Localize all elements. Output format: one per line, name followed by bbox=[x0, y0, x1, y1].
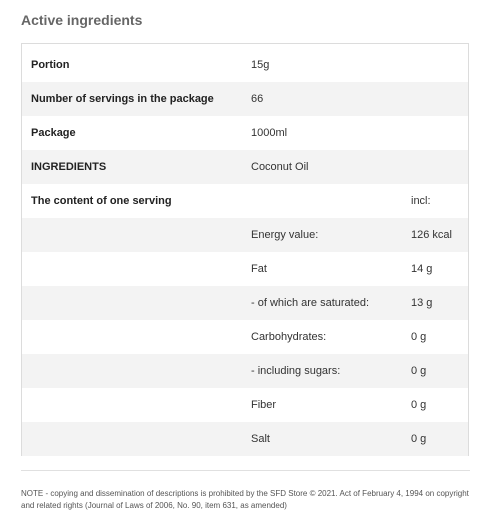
row-label: Package bbox=[31, 127, 76, 139]
row-value: - including sugars: bbox=[251, 365, 341, 377]
row-value: Fiber bbox=[251, 399, 277, 411]
row-value: Carbohydrates: bbox=[251, 331, 327, 343]
row-label: The content of one serving bbox=[31, 195, 172, 207]
row-label: Number of servings in the package bbox=[31, 93, 214, 105]
row-label: Portion bbox=[31, 59, 70, 71]
table-row: - including sugars: 0 g bbox=[22, 354, 468, 388]
table-row: - of which are saturated: 13 g bbox=[22, 286, 468, 320]
row-value: 15g bbox=[251, 59, 270, 71]
row-amount: 0 g bbox=[411, 331, 427, 343]
ingredients-table: Portion 15g Number of servings in the pa… bbox=[21, 43, 469, 456]
table-row: Fat 14 g bbox=[22, 252, 468, 286]
row-amount: 0 g bbox=[411, 365, 427, 377]
row-value: Energy value: bbox=[251, 229, 319, 241]
row-value: - of which are saturated: bbox=[251, 297, 370, 309]
row-value: Fat bbox=[251, 263, 267, 275]
row-value: 1000ml bbox=[251, 127, 288, 139]
row-amount: 0 g bbox=[411, 399, 427, 411]
table-row: Number of servings in the package 66 bbox=[22, 82, 468, 116]
row-amount: 14 g bbox=[411, 263, 433, 275]
row-amount: 13 g bbox=[411, 297, 433, 309]
table-row: Package 1000ml bbox=[22, 116, 468, 150]
copyright-note: NOTE - copying and dissemination of desc… bbox=[21, 489, 469, 510]
divider bbox=[21, 470, 470, 471]
row-amount: 0 g bbox=[411, 433, 427, 445]
table-row: Energy value: 126 kcal bbox=[22, 218, 468, 252]
row-amount: 126 kcal bbox=[411, 229, 452, 241]
row-label: INGREDIENTS bbox=[31, 161, 107, 173]
table-row: The content of one serving incl: bbox=[22, 184, 468, 218]
row-value: Salt bbox=[251, 433, 270, 445]
table-row: Portion 15g bbox=[22, 48, 468, 82]
table-row: Fiber 0 g bbox=[22, 388, 468, 422]
table-row: INGREDIENTS Coconut Oil bbox=[22, 150, 468, 184]
table-row: Carbohydrates: 0 g bbox=[22, 320, 468, 354]
table-row: Salt 0 g bbox=[22, 422, 468, 456]
row-value: Coconut Oil bbox=[251, 161, 309, 173]
row-amount: incl: bbox=[411, 195, 431, 207]
section-title: Active ingredients bbox=[21, 12, 143, 28]
row-value: 66 bbox=[251, 93, 264, 105]
